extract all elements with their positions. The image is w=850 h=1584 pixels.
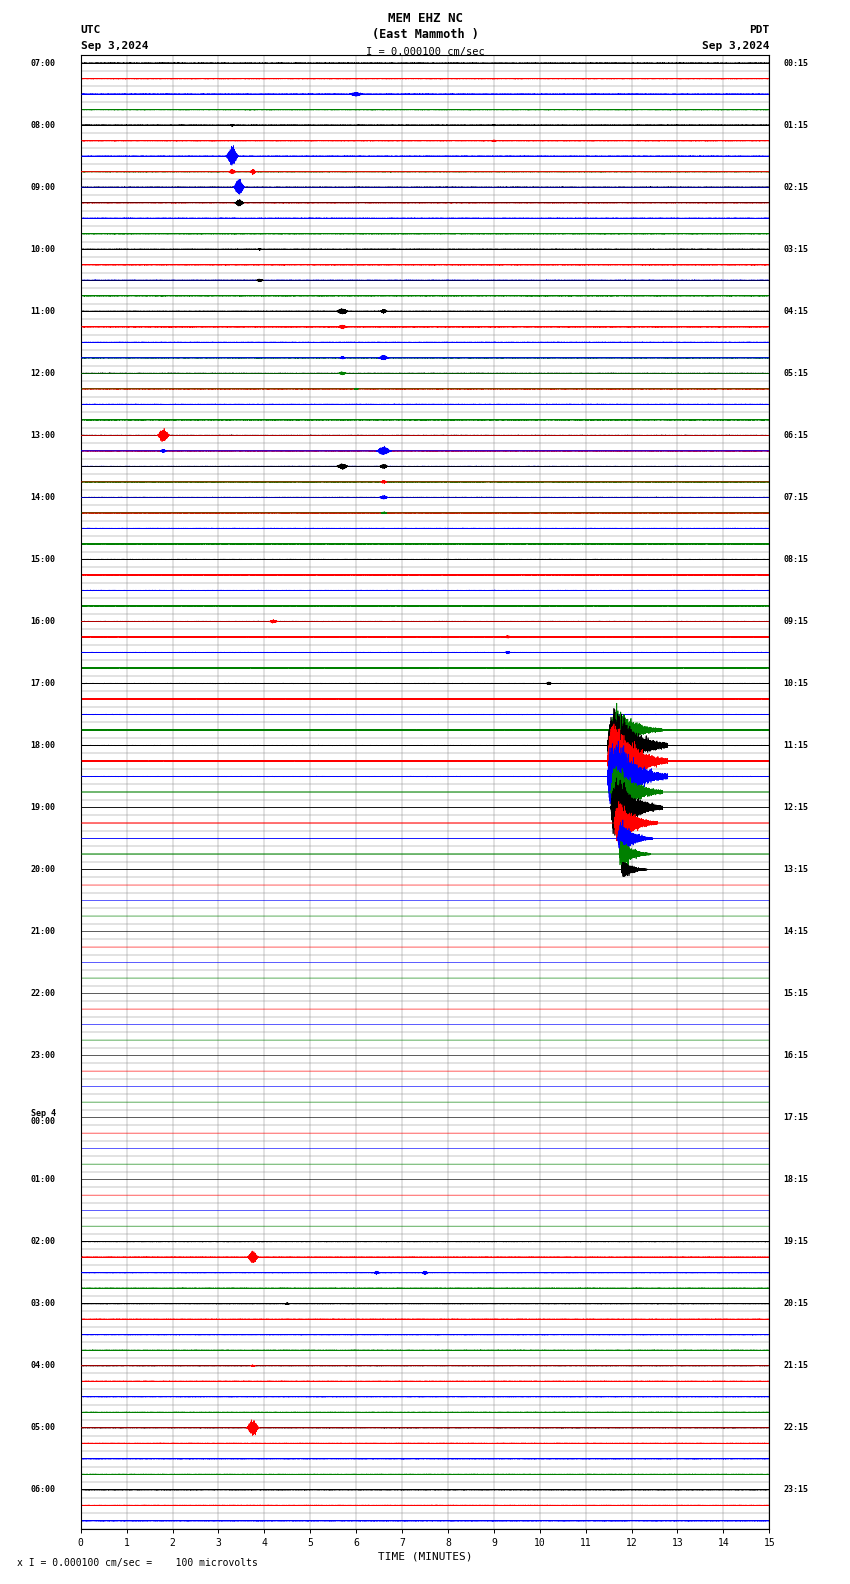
Text: Sep 3,2024: Sep 3,2024 [702,41,769,51]
Text: 17:15: 17:15 [783,1114,808,1121]
Text: 22:00: 22:00 [31,988,55,998]
Text: 02:00: 02:00 [31,1237,55,1247]
Text: x I = 0.000100 cm/sec =    100 microvolts: x I = 0.000100 cm/sec = 100 microvolts [17,1559,258,1568]
Text: MEM EHZ NC: MEM EHZ NC [388,13,462,25]
Text: 12:15: 12:15 [783,803,808,813]
Text: 10:00: 10:00 [31,246,55,253]
Text: 16:15: 16:15 [783,1052,808,1060]
Text: 04:00: 04:00 [31,1361,55,1370]
Text: 03:00: 03:00 [31,1299,55,1308]
Text: 22:15: 22:15 [783,1424,808,1432]
Text: 07:00: 07:00 [31,59,55,68]
Text: 19:00: 19:00 [31,803,55,813]
Text: 20:00: 20:00 [31,865,55,874]
Text: 20:15: 20:15 [783,1299,808,1308]
Text: 23:15: 23:15 [783,1486,808,1494]
Text: 11:00: 11:00 [31,307,55,315]
Text: 08:00: 08:00 [31,120,55,130]
Text: 08:15: 08:15 [783,554,808,564]
Text: 00:15: 00:15 [783,59,808,68]
Text: 21:00: 21:00 [31,927,55,936]
Text: 01:00: 01:00 [31,1175,55,1185]
Text: Sep 4: Sep 4 [31,1109,55,1118]
X-axis label: TIME (MINUTES): TIME (MINUTES) [377,1552,473,1562]
Text: 15:15: 15:15 [783,988,808,998]
Text: 07:15: 07:15 [783,493,808,502]
Text: 14:00: 14:00 [31,493,55,502]
Text: (East Mammoth ): (East Mammoth ) [371,29,479,41]
Text: UTC: UTC [81,25,101,35]
Text: 06:15: 06:15 [783,431,808,440]
Text: 02:15: 02:15 [783,182,808,192]
Text: 09:15: 09:15 [783,616,808,626]
Text: 17:00: 17:00 [31,680,55,687]
Text: 14:15: 14:15 [783,927,808,936]
Text: Sep 3,2024: Sep 3,2024 [81,41,148,51]
Text: 13:00: 13:00 [31,431,55,440]
Text: 21:15: 21:15 [783,1361,808,1370]
Text: 18:00: 18:00 [31,741,55,749]
Text: 04:15: 04:15 [783,307,808,315]
Text: 13:15: 13:15 [783,865,808,874]
Text: 12:00: 12:00 [31,369,55,379]
Text: 11:15: 11:15 [783,741,808,749]
Text: PDT: PDT [749,25,769,35]
Text: 10:15: 10:15 [783,680,808,687]
Text: 15:00: 15:00 [31,554,55,564]
Text: 23:00: 23:00 [31,1052,55,1060]
Text: 16:00: 16:00 [31,616,55,626]
Text: 06:00: 06:00 [31,1486,55,1494]
Text: 05:15: 05:15 [783,369,808,379]
Text: 00:00: 00:00 [31,1117,55,1126]
Text: 19:15: 19:15 [783,1237,808,1247]
Text: I = 0.000100 cm/sec: I = 0.000100 cm/sec [366,48,484,57]
Text: 09:00: 09:00 [31,182,55,192]
Text: 01:15: 01:15 [783,120,808,130]
Text: 18:15: 18:15 [783,1175,808,1185]
Text: 05:00: 05:00 [31,1424,55,1432]
Text: 03:15: 03:15 [783,246,808,253]
